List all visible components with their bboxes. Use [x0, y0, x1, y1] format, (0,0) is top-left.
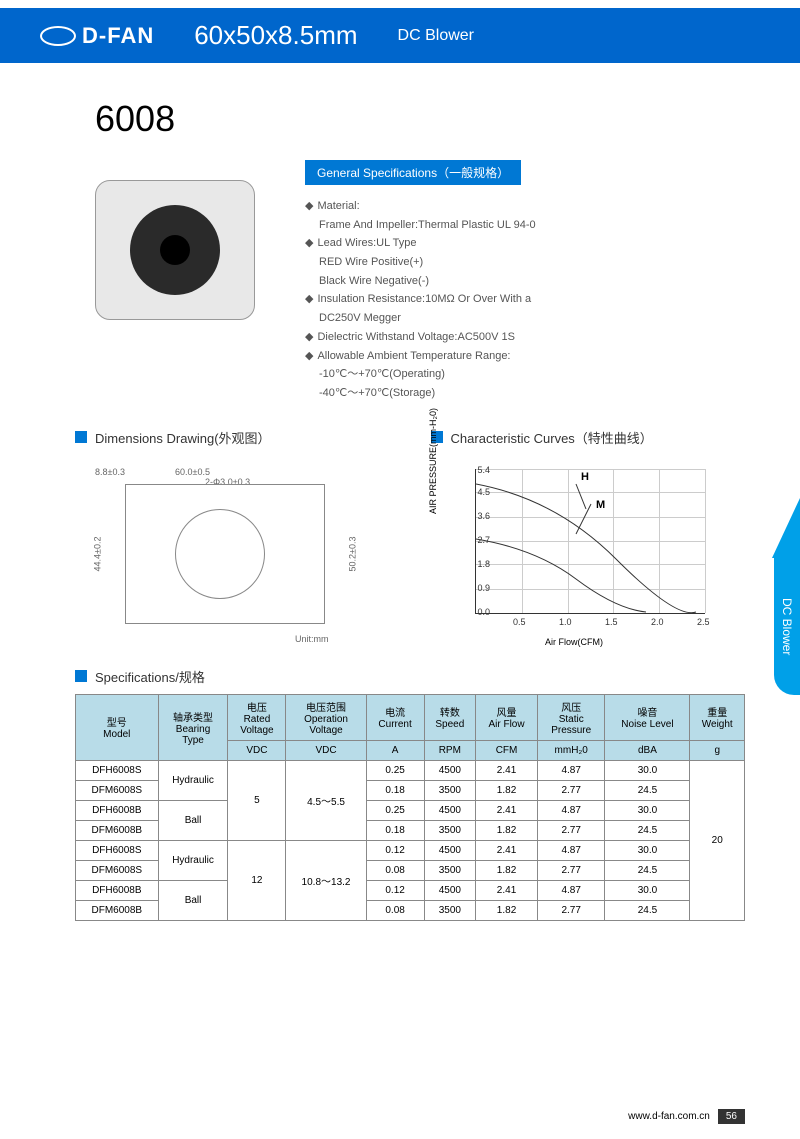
th-unit: g [690, 740, 745, 760]
square-icon [75, 431, 87, 443]
th-model: 型号Model [76, 694, 159, 760]
page-footer: www.d-fan.com.cn 56 [628, 1109, 745, 1124]
y-tick: 0.0 [460, 607, 490, 617]
th-airflow: 风量Air Flow [476, 694, 538, 740]
dimension-drawing: 60.0±0.5 8.8±0.3 2-Φ3.0±0.3 44.4±0.2 50.… [75, 459, 375, 649]
th-noise: 噪音Noise Level [605, 694, 690, 740]
th-current: 电流Current [366, 694, 424, 740]
th-voltage: 电压RatedVoltage [228, 694, 286, 740]
spec-temp-op: -10℃～+70℃(Operating) [305, 365, 745, 384]
y-tick: 2.7 [460, 535, 490, 545]
y-tick: 3.6 [460, 511, 490, 521]
th-opvoltage: 电压范围OperationVoltage [286, 694, 366, 740]
x-tick: 0.5 [513, 617, 526, 627]
mid-section: 60.0±0.5 8.8±0.3 2-Φ3.0±0.3 44.4±0.2 50.… [75, 459, 745, 649]
dimensions-header: Dimensions Drawing(外观图） [75, 428, 271, 447]
th-unit: mmH₂0 [537, 740, 604, 760]
table-row: DFH6008B Ball 0.12 4500 2.41 4.87 30.0 [76, 880, 745, 900]
th-bearing: 轴承类型BearingType [158, 694, 228, 760]
table-header-row1: 型号Model 轴承类型BearingType 电压RatedVoltage 电… [76, 694, 745, 740]
square-icon [75, 670, 87, 682]
chart-plot-area: H M [475, 469, 705, 614]
characteristic-chart: AIR PRESSURE(mm-H₂0) H [425, 459, 725, 649]
drawing-fan-circle [175, 509, 265, 599]
spec-wires: Lead Wires:UL Type [305, 234, 745, 253]
dim-height2: 50.2±0.3 [347, 536, 357, 571]
spec-table-header: Specifications/规格 [75, 667, 745, 686]
th-speed: 转数Speed [424, 694, 476, 740]
spec-temp: Allowable Ambient Temperature Range: [305, 347, 745, 366]
top-section: General Specifications（一般规格） Material: F… [75, 160, 745, 403]
spec-table-title: Specifications/规格 [95, 667, 205, 686]
spec-insulation-sub: DC250V Megger [305, 309, 745, 328]
dim-height1: 44.4±0.2 [92, 536, 102, 571]
y-tick: 1.8 [460, 559, 490, 569]
brand-name: D-FAN [82, 23, 154, 49]
curves-title: Characteristic Curves（特性曲线） [451, 428, 653, 447]
curve-svg [476, 469, 706, 614]
x-tick: 1.0 [559, 617, 572, 627]
y-axis-title: AIR PRESSURE(mm-H₂0) [428, 408, 438, 514]
general-specs-box: General Specifications（一般规格） Material: F… [305, 160, 745, 403]
fan-center-shape [160, 235, 190, 265]
x-axis-title: Air Flow(CFM) [545, 637, 603, 647]
y-tick: 5.4 [460, 465, 490, 475]
x-tick: 2.5 [697, 617, 710, 627]
curves-header: Characteristic Curves（特性曲线） [431, 428, 653, 447]
th-pressure: 风压StaticPressure [537, 694, 604, 740]
spec-material: Material: [305, 197, 745, 216]
curve-h-label: H [581, 471, 589, 483]
model-number: 6008 [95, 98, 745, 140]
th-unit: VDC [286, 740, 366, 760]
curve-m-label: M [596, 499, 605, 511]
specifications-table: 型号Model 轴承类型BearingType 电压RatedVoltage 电… [75, 694, 745, 921]
page-header: D-FAN 60x50x8.5mm DC Blower [0, 8, 800, 63]
x-tick: 2.0 [651, 617, 664, 627]
th-unit: CFM [476, 740, 538, 760]
spec-insulation: Insulation Resistance:10MΩ Or Over With … [305, 290, 745, 309]
table-row: DFH6008B Ball 0.25 4500 2.41 4.87 30.0 [76, 800, 745, 820]
page-number: 56 [718, 1109, 745, 1124]
spec-dielectric: Dielectric Withstand Voltage:AC500V 1S [305, 328, 745, 347]
footer-url: www.d-fan.com.cn [628, 1111, 710, 1122]
spec-wire-red: RED Wire Positive(+) [305, 253, 745, 272]
th-unit: VDC [228, 740, 286, 760]
dim-left: 8.8±0.3 [95, 467, 125, 477]
spec-material-sub: Frame And Impeller:Thermal Plastic UL 94… [305, 216, 745, 235]
th-unit: RPM [424, 740, 476, 760]
y-tick: 4.5 [460, 487, 490, 497]
table-row: DFH6008S Hydraulic 12 10.8～13.2 0.12 450… [76, 840, 745, 860]
general-specs-title: General Specifications（一般规格） [305, 160, 521, 185]
th-unit: dBA [605, 740, 690, 760]
dim-top: 60.0±0.5 [175, 467, 210, 477]
logo-icon [40, 26, 76, 46]
spec-temp-storage: -40℃～+70℃(Storage) [305, 384, 745, 403]
spec-wire-black: Black Wire Negative(-) [305, 272, 745, 291]
dimensions-title: Dimensions Drawing(外观图） [95, 428, 271, 447]
product-image [75, 160, 275, 340]
side-tab: DC Blower [774, 558, 800, 695]
table-row: DFH6008S Hydraulic 5 4.5～5.5 0.25 4500 2… [76, 760, 745, 780]
th-weight: 重量Weight [690, 694, 745, 740]
main-content: 6008 General Specifications（一般规格） Materi… [0, 63, 800, 921]
brand-logo: D-FAN [40, 23, 154, 49]
header-dimensions: 60x50x8.5mm [194, 20, 357, 51]
dim-unit: Unit:mm [295, 634, 329, 644]
th-unit: A [366, 740, 424, 760]
x-tick: 1.5 [605, 617, 618, 627]
y-tick: 0.9 [460, 583, 490, 593]
header-product-type: DC Blower [398, 27, 474, 45]
